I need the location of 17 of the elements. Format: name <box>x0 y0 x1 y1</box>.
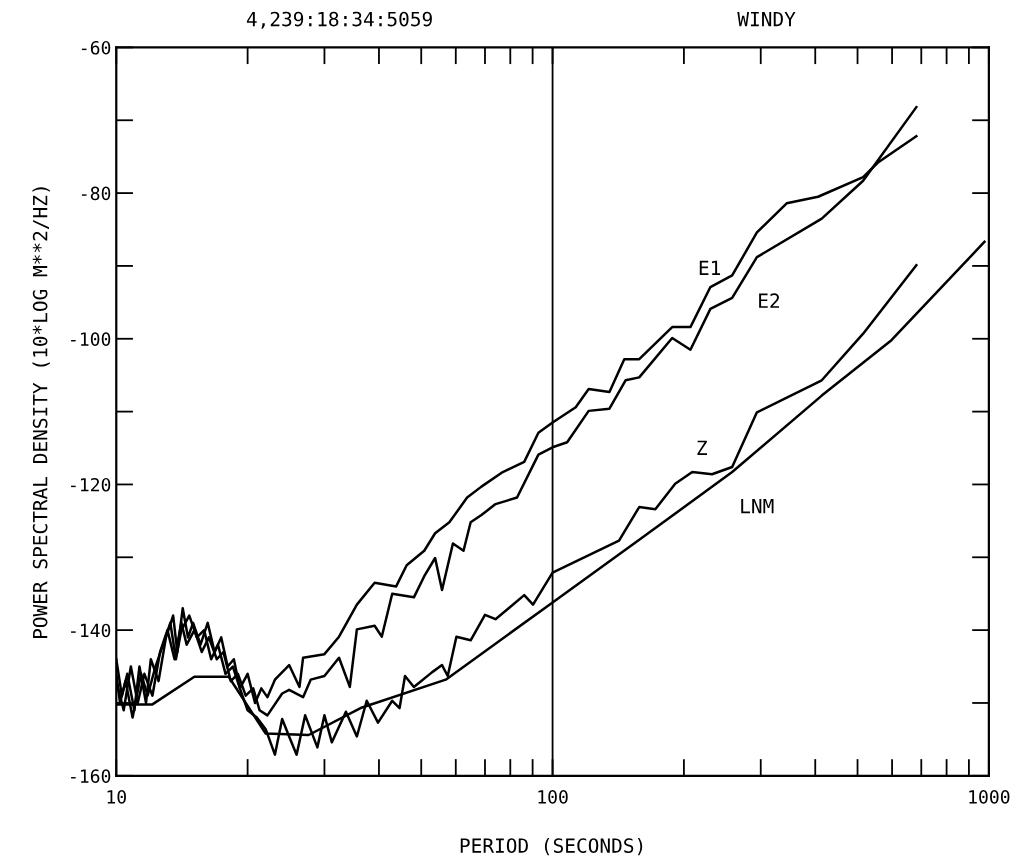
series-label: E1 <box>699 260 721 275</box>
y-tick-label: -140 <box>71 623 111 638</box>
y-tick-label: -60 <box>81 40 111 55</box>
chart-subtitle: WINDY <box>737 11 796 27</box>
x-tick-label: 1000 <box>969 790 1010 804</box>
x-tick-label: 10 <box>107 790 126 804</box>
series-label: LNM <box>741 498 774 514</box>
series-label: E2 <box>759 293 780 308</box>
y-tick-label: -160 <box>71 769 111 783</box>
y-axis-title: POWER SPECTRAL DENSITY (10*LOG M**2/HZ) <box>32 187 50 638</box>
series-label: Z <box>697 440 708 455</box>
y-tick-label: -80 <box>81 186 111 201</box>
y-tick-label: -100 <box>71 332 111 346</box>
y-tick-label: -120 <box>71 477 111 492</box>
chart-title: 4,239:18:34:5059 <box>246 11 432 29</box>
x-tick-label: 100 <box>538 790 568 804</box>
x-axis-title: PERIOD (SECONDS) <box>460 837 643 856</box>
